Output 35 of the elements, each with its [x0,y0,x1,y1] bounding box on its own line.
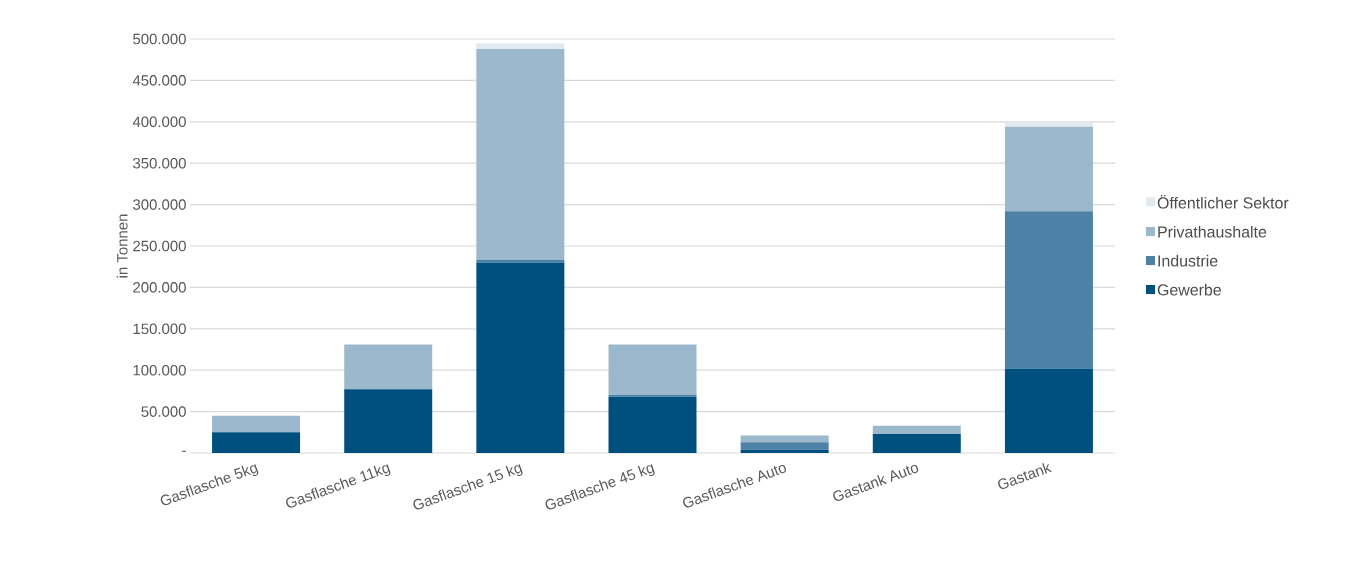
y-tick-label: 250.000 [133,240,186,252]
bar [872,433,961,453]
bar [1004,211,1093,369]
y-tick-label: 450.000 [132,75,186,86]
y-tick-label: 500.000 [133,33,186,45]
y-tick-label: 50.000 [141,406,186,417]
bar [1004,368,1093,453]
bar [476,48,565,261]
y-tick-label: 350.000 [133,157,186,169]
bar [608,396,697,453]
bar [740,449,829,453]
bar [608,344,697,396]
y-tick-label: 300.000 [133,199,186,210]
y-axis-title: in Tonnen [116,214,128,278]
y-tick-label: 100.000 [133,364,186,376]
legend-label: Privathaushalte [1158,225,1267,238]
bar [740,435,829,443]
legend-label: Öffentlicher Sektor [1157,195,1289,209]
bar [344,389,433,453]
bar [1004,121,1093,127]
legend-label: Gewerbe [1157,283,1221,296]
bar [740,442,829,450]
bar [476,260,565,263]
y-tick-label: 150.000 [133,323,186,335]
legend-label: Industrie [1158,254,1218,267]
bar [476,262,565,453]
bar [344,344,433,390]
y-tick-label: 400.000 [132,116,186,128]
bar [212,432,301,453]
y-tick-label: - [182,450,186,452]
bar [1004,126,1093,212]
y-tick-label: 200.000 [133,282,186,293]
bar [212,415,301,433]
bar [872,425,961,434]
bar [476,43,565,49]
